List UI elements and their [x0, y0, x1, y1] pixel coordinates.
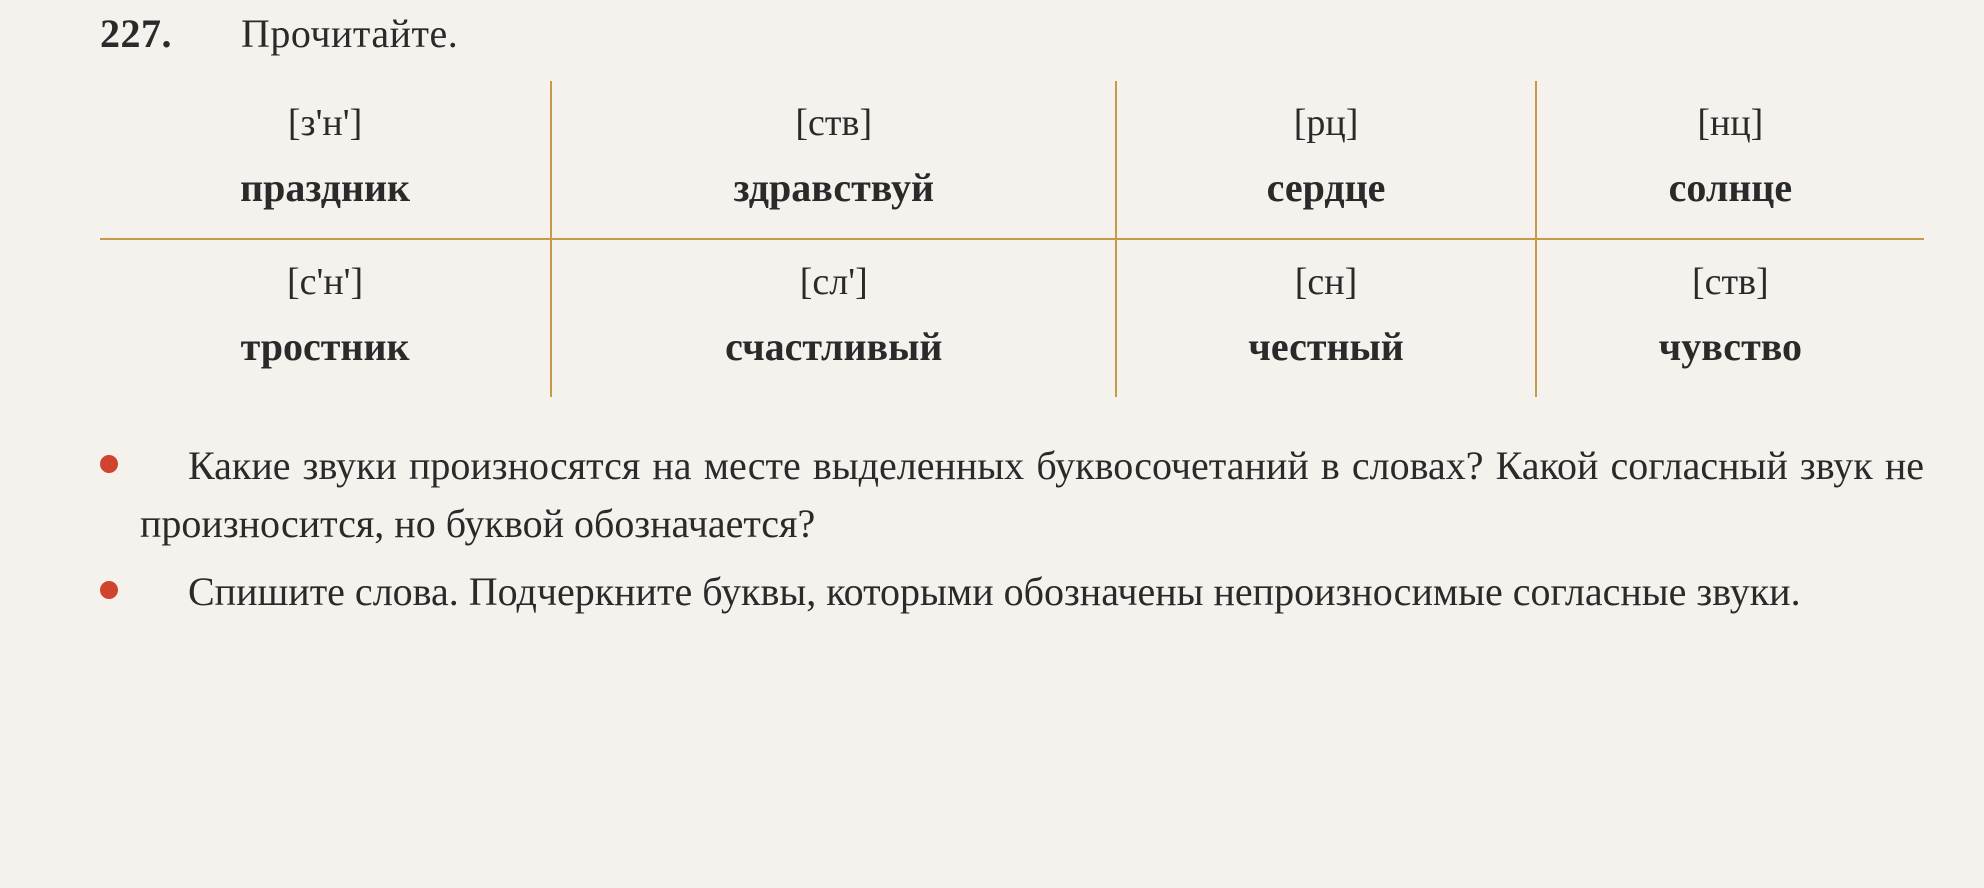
- phonetic-label: [з'н']: [110, 95, 540, 152]
- word: сердце: [1267, 158, 1386, 218]
- word: здравствуй: [733, 158, 934, 218]
- question-text: Какие звуки произносятся на месте выделе…: [140, 437, 1924, 553]
- table-cell: [ств] чувство: [1536, 239, 1924, 397]
- phonetic-label: [сл']: [562, 254, 1105, 311]
- bullet-item: Какие звуки произносятся на месте выделе…: [100, 437, 1924, 553]
- phonetic-label: [нц]: [1547, 95, 1914, 152]
- word: солнце: [1669, 158, 1793, 218]
- word: праздник: [240, 158, 410, 218]
- bullet-item: Спишите слова. Подчеркните буквы, которы…: [100, 563, 1924, 621]
- exercise-instruction: Прочитайте.: [241, 11, 458, 56]
- phonetic-label: [рц]: [1127, 95, 1524, 152]
- word: тростник: [241, 317, 410, 377]
- phonetic-label: [с'н']: [110, 254, 540, 311]
- phonetic-label: [ств]: [1547, 254, 1914, 311]
- word: чувство: [1659, 317, 1802, 377]
- exercise-page: 227. Прочитайте. [з'н'] праздник [ств] з…: [0, 0, 1984, 651]
- word: счастливый: [725, 317, 942, 377]
- question-text: Спишите слова. Подчеркните буквы, которы…: [140, 563, 1924, 621]
- table-cell: [с'н'] тростник: [100, 239, 551, 397]
- word-table: [з'н'] праздник [ств] здравствуй [рц] се…: [100, 81, 1924, 397]
- exercise-number: 227.: [100, 11, 172, 56]
- table-cell: [з'н'] праздник: [100, 81, 551, 239]
- table-row: [с'н'] тростник [сл'] счастливый [сн] че…: [100, 239, 1924, 397]
- table-cell: [нц] солнце: [1536, 81, 1924, 239]
- table-cell: [сл'] счастливый: [551, 239, 1116, 397]
- phonetic-label: [ств]: [562, 95, 1105, 152]
- exercise-header: 227. Прочитайте.: [100, 10, 1924, 57]
- table-row: [з'н'] праздник [ств] здравствуй [рц] се…: [100, 81, 1924, 239]
- questions-block: Какие звуки произносятся на месте выделе…: [100, 437, 1924, 621]
- bullet-dot-icon: [100, 455, 118, 473]
- table-cell: [сн] честный: [1116, 239, 1535, 397]
- bullet-dot-icon: [100, 581, 118, 599]
- table-cell: [рц] сердце: [1116, 81, 1535, 239]
- word: честный: [1248, 317, 1404, 377]
- table-cell: [ств] здравствуй: [551, 81, 1116, 239]
- phonetic-label: [сн]: [1127, 254, 1524, 311]
